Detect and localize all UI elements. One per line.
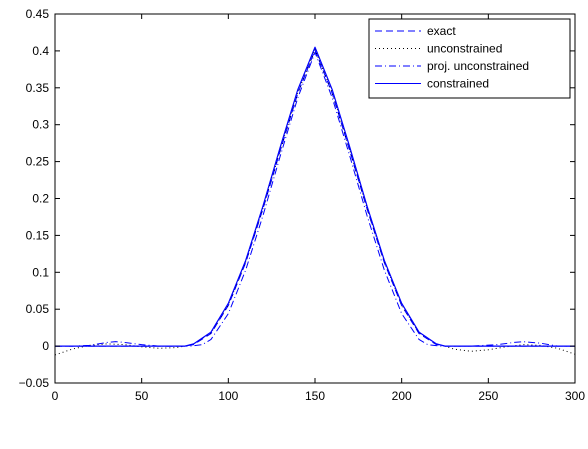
y-tick-label: 0.05 <box>26 302 50 316</box>
legend-label: unconstrained <box>427 42 502 56</box>
y-tick-label: 0.1 <box>32 265 49 279</box>
y-tick-label: 0.15 <box>26 228 50 242</box>
series-line-constrained <box>55 46 575 347</box>
x-tick-label: 50 <box>135 389 149 403</box>
x-tick-label: 200 <box>392 389 412 403</box>
x-tick-label: 150 <box>305 389 325 403</box>
y-tick-label: −0.05 <box>19 376 50 390</box>
y-tick-label: 0.2 <box>32 192 49 206</box>
x-tick-label: 300 <box>565 389 585 403</box>
series-layer <box>54 46 576 356</box>
y-tick-label: 0.25 <box>26 155 50 169</box>
series-line-unconstrained <box>54 48 576 356</box>
y-tick-label: 0.4 <box>32 44 49 58</box>
y-tick-label: 0.3 <box>32 118 49 132</box>
x-tick-label: 250 <box>478 389 498 403</box>
legend-label: constrained <box>427 77 489 91</box>
ticks-layer: 0 50 100 150 200 250 300−0.0500.050.10.150.20.… <box>19 7 586 403</box>
legend-box <box>368 18 571 99</box>
legend-label: exact <box>427 24 456 38</box>
y-tick-label: 0.35 <box>26 81 50 95</box>
y-tick-label: 0 <box>42 339 49 353</box>
x-tick-label: 100 <box>218 389 238 403</box>
x-tick-label: 0 <box>52 389 59 403</box>
legend: exact unconstrained proj. unconstrained con… <box>368 18 571 99</box>
series-line-proj-unconstrained <box>55 51 575 347</box>
y-tick-label: 0.45 <box>26 7 50 21</box>
legend-label: proj. unconstrained <box>427 59 529 73</box>
